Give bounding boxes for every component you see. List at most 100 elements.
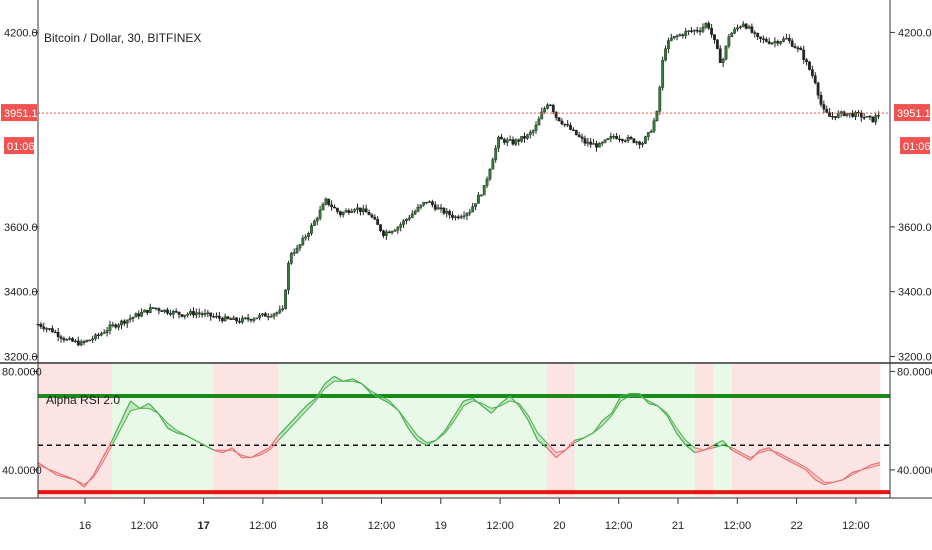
candle-up: [528, 132, 532, 135]
candle-up: [278, 309, 282, 313]
candle-up: [419, 204, 423, 208]
rsi-bg-bull: [482, 364, 492, 497]
candle-up: [606, 138, 610, 140]
rsi-smooth-segment: [611, 400, 622, 416]
rsi-smooth-segment: [241, 454, 251, 459]
candle-up: [672, 36, 676, 39]
candle-down: [756, 32, 760, 37]
rsi-bg-bull: [435, 364, 446, 497]
candle-up: [407, 217, 411, 220]
rsi-smooth-segment: [805, 467, 816, 476]
candle-down: [335, 207, 339, 212]
candle-up: [635, 141, 639, 144]
rsi-bg-bull: [472, 364, 483, 497]
time-tick-label: 19: [435, 520, 447, 532]
candle-down: [808, 61, 811, 70]
rsi-smooth-segment: [185, 434, 196, 441]
candle-down: [246, 317, 250, 320]
rsi-smooth-segment: [814, 474, 825, 483]
rsi-smooth-segment: [713, 444, 723, 449]
rsi-bg-bear: [861, 364, 872, 497]
rsi-line-segment: [611, 395, 622, 414]
rsi-line-segment: [675, 432, 687, 446]
rsi-smooth-segment: [435, 432, 446, 441]
candle-down: [82, 341, 86, 343]
rsi-bg-bull: [519, 364, 529, 497]
candle-up: [350, 211, 354, 213]
rsi-bg-bull: [408, 364, 418, 497]
candle-up: [341, 212, 345, 216]
candle-up: [284, 289, 287, 310]
candle-up: [396, 227, 400, 231]
candle-up: [701, 26, 705, 32]
rsi-smooth-segment: [574, 437, 585, 444]
rsi-smooth-segment: [444, 420, 455, 434]
candle-up: [609, 136, 613, 139]
price-tick-label-left: 3400.0: [4, 287, 38, 299]
candle-up: [186, 313, 190, 316]
rsi-bg-bear: [213, 364, 224, 497]
time-tick-label: 17: [197, 520, 209, 532]
candle-up: [747, 26, 751, 29]
candle-up: [131, 316, 135, 319]
rsi-bg-bull: [389, 364, 400, 497]
rsi-bg-bear: [694, 364, 705, 497]
rsi-smooth-segment: [657, 405, 668, 414]
candle-up: [497, 136, 500, 149]
candle-up: [361, 208, 365, 212]
candle-down: [787, 37, 791, 42]
rsi-bg-bull: [297, 364, 307, 497]
rsi-smooth-segment: [453, 405, 465, 421]
price-axis-left: 3200.0 3400.0 3600.0 4200.0: [4, 27, 38, 364]
candle-up: [79, 341, 83, 346]
candle-up: [479, 194, 483, 197]
candle-up: [281, 308, 285, 311]
candle-down: [767, 41, 771, 44]
candle-up: [240, 317, 244, 323]
rsi-bg-bull: [417, 364, 428, 497]
candle-up: [223, 316, 227, 322]
candle-up: [410, 213, 414, 218]
rsi-smooth-segment: [111, 427, 122, 446]
rsi-line-segment: [315, 383, 326, 399]
rsi-bg-bear: [842, 364, 853, 497]
candle-down: [145, 309, 149, 313]
rsi-fill-segment: [537, 432, 547, 448]
rsi-bg-bear: [556, 364, 566, 497]
rsi-bg-bull: [371, 364, 381, 497]
rsi-smooth-segment: [305, 400, 316, 412]
candle-down: [871, 116, 875, 123]
rsi-line-segment: [111, 420, 122, 441]
rsi-bg-bear: [241, 364, 252, 497]
candle-up: [68, 338, 72, 340]
candle-up: [782, 38, 785, 42]
rsi-line-segment: [463, 397, 474, 402]
candle-down: [327, 198, 331, 206]
time-tick-label: 20: [553, 520, 565, 532]
rsi-bg-bear: [787, 364, 798, 497]
rsi-line-segment: [305, 398, 316, 407]
candle-up: [148, 307, 152, 313]
candle-up: [465, 213, 469, 217]
countdown-tag-right: 01:06: [900, 137, 931, 155]
candle-up: [307, 233, 310, 238]
candle-up: [206, 312, 210, 315]
candle-up: [203, 313, 207, 315]
candle-down: [825, 109, 829, 113]
candle-up: [65, 339, 69, 341]
candle-down: [347, 210, 351, 213]
candle-down: [364, 208, 368, 213]
candle-down: [595, 143, 598, 148]
rsi-line-segment: [620, 392, 631, 397]
rsi-bg-bear: [768, 364, 779, 497]
candle-up: [393, 229, 397, 232]
candle-up: [592, 143, 595, 145]
rsi-fill-segment: [121, 400, 131, 429]
candle-down: [192, 311, 195, 316]
rsi-smooth-segment: [232, 449, 242, 456]
rsi-smooth-segment: [102, 445, 113, 463]
rsi-line-segment: [740, 454, 751, 461]
rsi-smooth-segment: [509, 400, 520, 404]
candle-up: [321, 204, 325, 211]
candle-up: [727, 36, 731, 47]
